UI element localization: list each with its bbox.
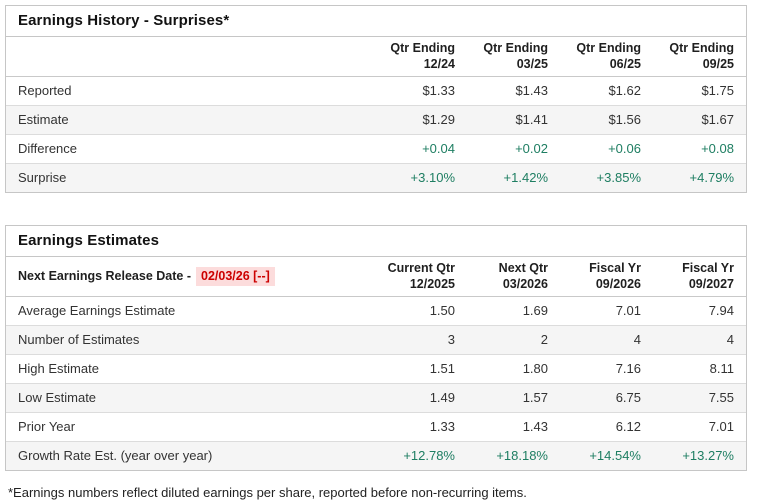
table-row-estimate: Estimate $1.29 $1.41 $1.56 $1.67 [6,104,746,134]
cell-value: $1.33 [422,83,455,98]
earnings-estimates-section: Earnings Estimates Next Earnings Release… [5,225,747,471]
row-label: Low Estimate [6,382,374,412]
table-row-reported: Reported $1.33 $1.43 $1.62 $1.75 [6,76,746,105]
row-label: High Estimate [6,353,374,383]
cell-value: 7.01 [615,303,641,318]
cell-value: +0.06 [560,133,653,163]
column-header-line1: Fiscal Yr [589,261,641,275]
next-earnings-release-cell: Next Earnings Release Date - 02/03/26 [--… [6,257,374,297]
column-header-qtr-1224: Qtr Ending 12/24 [374,37,467,77]
column-header-line2: 03/25 [516,57,548,72]
table-row-growth-rate-est: Growth Rate Est. (year over year) +12.78… [6,440,746,470]
row-label: Difference [6,133,374,163]
cell-value: $1.75 [701,83,734,98]
cell-value: +3.85% [560,162,653,192]
column-header-qtr-0925: Qtr Ending 09/25 [653,37,746,77]
column-header-line2: 09/2026 [595,277,641,292]
cell-value: +14.54% [560,440,653,470]
cell-value: 1.69 [522,303,548,318]
earnings-estimates-title: Earnings Estimates [6,226,746,257]
cell-value: +4.79% [653,162,746,192]
column-header-line2: 09/2027 [688,277,734,292]
table-row-prior-year: Prior Year 1.33 1.43 6.12 7.01 [6,411,746,441]
cell-value: $1.56 [560,104,653,134]
cell-value: +18.18% [467,440,560,470]
table-row-number-of-estimates: Number of Estimates 3 2 4 4 [6,324,746,354]
cell-value: $1.67 [653,104,746,134]
cell-value: 7.16 [560,353,653,383]
column-header-line1: Current Qtr [387,261,455,275]
earnings-history-section: Earnings History - Surprises* Qtr Ending… [5,5,747,193]
column-header-qtr-0625: Qtr Ending 06/25 [560,37,653,77]
table-row-low-estimate: Low Estimate 1.49 1.57 6.75 7.55 [6,382,746,412]
column-header-next-qtr: Next Qtr 03/2026 [467,257,560,297]
column-header-current-qtr: Current Qtr 12/2025 [374,257,467,297]
cell-value: 7.94 [708,303,734,318]
cell-value: $1.29 [374,104,467,134]
cell-value: 1.57 [467,382,560,412]
cell-value: $1.43 [515,83,548,98]
earnings-history-title: Earnings History - Surprises* [6,6,746,37]
cell-value: 1.43 [467,411,560,441]
cell-value: +3.10% [374,162,467,192]
cell-value: 1.80 [467,353,560,383]
cell-value: +12.78% [374,440,467,470]
release-date-value: 02/03/26 [--] [196,266,275,286]
cell-value: 8.11 [653,353,746,383]
cell-value: +0.02 [467,133,560,163]
column-header-line2: 12/2025 [409,277,455,292]
cell-value: 7.55 [653,382,746,412]
column-header-line1: Qtr Ending [390,41,455,55]
cell-value: +0.08 [653,133,746,163]
cell-value: 7.01 [653,411,746,441]
table-row-difference: Difference +0.04 +0.02 +0.06 +0.08 [6,133,746,163]
row-label: Reported [18,83,72,98]
row-label: Average Earnings Estimate [18,303,176,318]
column-header-line1: Fiscal Yr [682,261,734,275]
column-header-line1: Qtr Ending [669,41,734,55]
column-header-line1: Qtr Ending [483,41,548,55]
table-row-high-estimate: High Estimate 1.51 1.80 7.16 8.11 [6,353,746,383]
column-header-line2: 09/25 [702,57,734,72]
earnings-footnote: *Earnings numbers reflect diluted earnin… [8,485,527,500]
earnings-estimates-table: Next Earnings Release Date - 02/03/26 [--… [6,257,746,470]
earnings-history-header-row: Qtr Ending 12/24 Qtr Ending 03/25 Qtr Endi… [6,37,746,77]
cell-value: 1.33 [374,411,467,441]
cell-value: +1.42% [467,162,560,192]
cell-value: 2 [467,324,560,354]
header-spacer-cell [6,37,374,77]
cell-value: 6.75 [560,382,653,412]
cell-value: 4 [560,324,653,354]
row-label: Surprise [6,162,374,192]
column-header-line2: 06/25 [609,57,641,72]
column-header-fiscal-yr-2027: Fiscal Yr 09/2027 [653,257,746,297]
cell-value: +13.27% [653,440,746,470]
column-header-line1: Next Qtr [498,261,548,275]
cell-value: +0.04 [374,133,467,163]
earnings-history-table: Qtr Ending 12/24 Qtr Ending 03/25 Qtr Endi… [6,37,746,192]
cell-value: 1.51 [374,353,467,383]
table-row-surprise: Surprise +3.10% +1.42% +3.85% +4.79% [6,162,746,192]
cell-value: 3 [374,324,467,354]
release-date-label: Next Earnings Release Date - [18,268,191,283]
cell-value: 4 [653,324,746,354]
column-header-qtr-0325: Qtr Ending 03/25 [467,37,560,77]
row-label: Number of Estimates [6,324,374,354]
cell-value: 1.49 [374,382,467,412]
column-header-fiscal-yr-2026: Fiscal Yr 09/2026 [560,257,653,297]
row-label: Estimate [6,104,374,134]
cell-value: $1.41 [467,104,560,134]
column-header-line2: 12/24 [423,57,455,72]
cell-value: 6.12 [560,411,653,441]
cell-value: 1.50 [429,303,455,318]
column-header-line1: Qtr Ending [576,41,641,55]
earnings-estimates-header-row: Next Earnings Release Date - 02/03/26 [--… [6,257,746,297]
column-header-line2: 03/2026 [502,277,548,292]
cell-value: $1.62 [608,83,641,98]
row-label: Growth Rate Est. (year over year) [6,440,374,470]
table-row-average-earnings-estimate: Average Earnings Estimate 1.50 1.69 7.01… [6,296,746,325]
row-label: Prior Year [6,411,374,441]
